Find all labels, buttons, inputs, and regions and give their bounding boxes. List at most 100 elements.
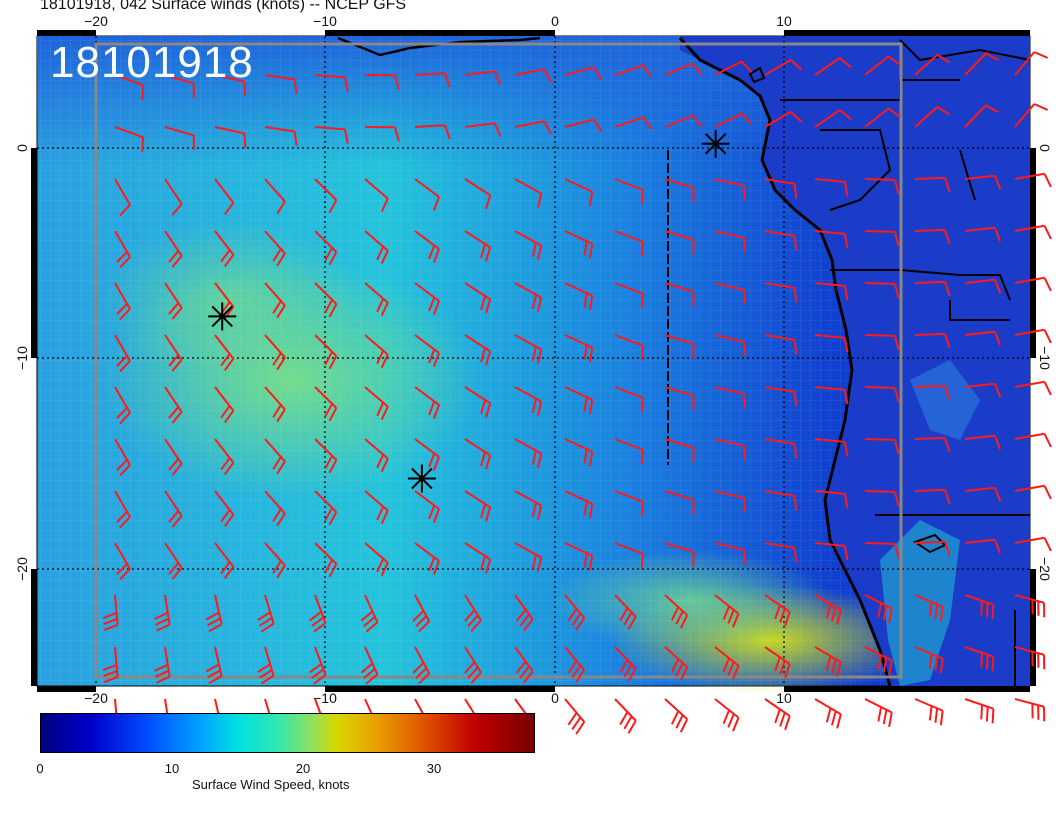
wind-barb [364,178,389,213]
wind-barb [614,178,644,205]
wind-barb [1014,276,1052,292]
colorbar-tick-30: 30 [426,761,442,776]
wind-barb [964,538,1002,554]
wind-barb [714,60,753,76]
wind-barb [164,282,183,320]
x-tick-bottom-4: 10 [776,690,792,706]
wind-barb [414,72,451,88]
wind-barb [464,178,492,210]
wind-barb [564,386,594,415]
wind-barb [764,594,791,627]
wind-barb [102,646,119,684]
wind-barb [164,74,195,98]
wind-barb [814,438,849,457]
wind-barb [364,74,400,90]
wind-barb [914,53,951,76]
wind-barb [257,646,275,685]
wind-barb [964,278,1002,294]
wind-barb [864,107,901,128]
wind-barb [814,230,849,249]
wind-barb [764,282,798,303]
wind-barb [414,386,440,419]
wind-barb [514,120,552,135]
wind-barb [364,386,389,421]
wind-barb [264,74,298,94]
wind-barb [264,230,286,267]
wind-barb [414,178,440,211]
wind-barb [614,438,644,465]
wind-barb [564,698,586,735]
wind-barb [412,594,431,633]
wind-barb [314,230,338,266]
wind-barb [264,438,286,475]
wind-barb [514,490,543,520]
wind-barb [414,334,440,367]
country-borders [780,39,1031,686]
wind-barb [614,490,644,517]
wind-barb [364,438,389,473]
wind-barb [214,438,235,476]
wind-barb [914,105,951,128]
wind-barb [414,490,440,523]
wind-barb [564,334,594,363]
wind-barb [164,542,183,580]
wind-barb [714,178,746,201]
wind-barb [464,282,492,314]
wind-barb [814,386,849,405]
wind-barb [360,594,379,633]
axis-bars [31,30,1036,692]
wind-barb [564,282,594,311]
wind-barb [214,334,235,372]
wind-barb [564,646,586,683]
wind-barb [514,230,543,260]
wind-barb [464,438,492,470]
wind-barb [309,594,327,633]
map-title: 18101918, 042 Surface winds (knots) -- N… [40,0,407,13]
wind-barb [714,112,753,128]
wind-barb [664,62,703,76]
wind-barb [764,542,798,563]
wind-barb [814,334,849,353]
wind-barb [864,386,900,403]
wind-barb [314,74,349,92]
wind-barb [664,490,695,515]
wind-barb [214,74,247,96]
wind-barb [764,334,798,355]
wind-barb [564,66,603,81]
wind-barb [414,438,440,471]
wind-barb [1014,594,1046,618]
wind-barb [614,386,644,413]
wind-barb [514,282,543,312]
x-tick-bottom-3: 0 [551,690,559,706]
wind-barb [214,126,247,148]
wind-barb [214,230,235,268]
wind-barb [714,282,746,305]
wind-barb [664,698,689,733]
wind-barb [364,490,389,525]
wind-barb [514,646,534,684]
colorbar: 0 10 20 30 Surface Wind Speed, knots [36,713,535,792]
domain-box [94,42,903,679]
wind-barb [464,334,492,366]
wind-barb [514,178,543,208]
wind-barb [1014,380,1052,396]
wind-barb [264,126,298,146]
wind-barb [814,490,849,509]
wind-barb [257,594,275,633]
wind-barb [114,334,131,373]
africa-landmass [680,36,1030,686]
wind-barb [714,386,746,409]
wind-barb [414,542,440,575]
wind-barb [464,490,492,522]
wind-barb [964,104,1000,128]
wind-barb [364,334,389,369]
wind-barb [154,594,171,632]
wind-barb [914,594,944,622]
wind-barb [264,542,286,579]
wind-barb [864,490,900,507]
wind-barb [664,114,703,128]
wind-barb [614,64,653,78]
storm-marker-1 [701,129,730,158]
wind-barb [964,434,1002,450]
wind-barb [314,334,338,370]
